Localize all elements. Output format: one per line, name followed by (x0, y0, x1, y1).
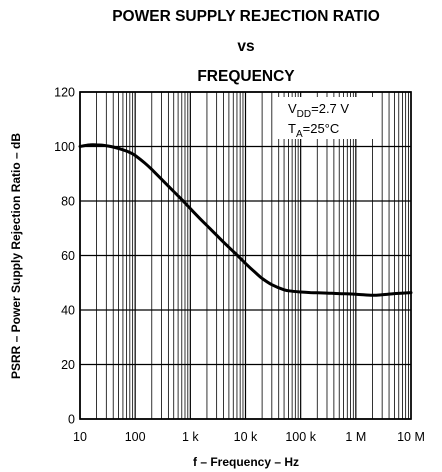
annotation-ta-value: =25°C (303, 121, 340, 136)
x-axis-label: f – Frequency – Hz (193, 455, 299, 469)
x-tick-labels: 10 100 1 k 10 k 100 k 1 M 10 M (73, 430, 425, 444)
y-tick-label: 60 (61, 249, 75, 263)
annotation-vdd-symbol: V (288, 101, 297, 116)
annotation-vdd: VDD=2.7 V (288, 101, 349, 120)
annotation-vdd-value: =2.7 V (311, 101, 349, 116)
y-tick-labels: 0 20 40 60 80 100 120 (54, 86, 75, 427)
data-series-layer (78, 143, 413, 297)
psrr-curve (78, 143, 413, 297)
x-tick-label: 1 k (182, 430, 199, 444)
y-tick-label: 120 (54, 86, 75, 100)
x-tick-label: 10 k (234, 430, 258, 444)
plot-area-border (79, 91, 412, 420)
y-tick-label: 40 (61, 304, 75, 318)
chart-title-line-1: POWER SUPPLY REJECTION RATIO (112, 8, 380, 25)
y-axis-label: PSRR – Power Supply Rejection Ratio – dB (9, 133, 23, 379)
x-tick-label: 10 M (397, 430, 425, 444)
y-tick-label: 80 (61, 195, 75, 209)
chart-title-line-2: vs (237, 38, 254, 55)
y-tick-label: 20 (61, 358, 75, 372)
annotation-ta: TA=25°C (288, 121, 339, 140)
x-tick-label: 1 M (345, 430, 366, 444)
annotation-background (277, 97, 377, 139)
x-tick-label: 10 (73, 430, 87, 444)
annotation-ta-symbol: T (288, 121, 296, 136)
chart-title-line-3: FREQUENCY (197, 68, 295, 85)
y-tick-label: 0 (68, 413, 75, 427)
x-tick-label: 100 k (285, 430, 316, 444)
annotation-ta-subscript: A (296, 129, 303, 140)
annotation-vdd-subscript: DD (297, 109, 311, 120)
x-tick-label: 100 (125, 430, 146, 444)
y-tick-label: 100 (54, 140, 75, 154)
